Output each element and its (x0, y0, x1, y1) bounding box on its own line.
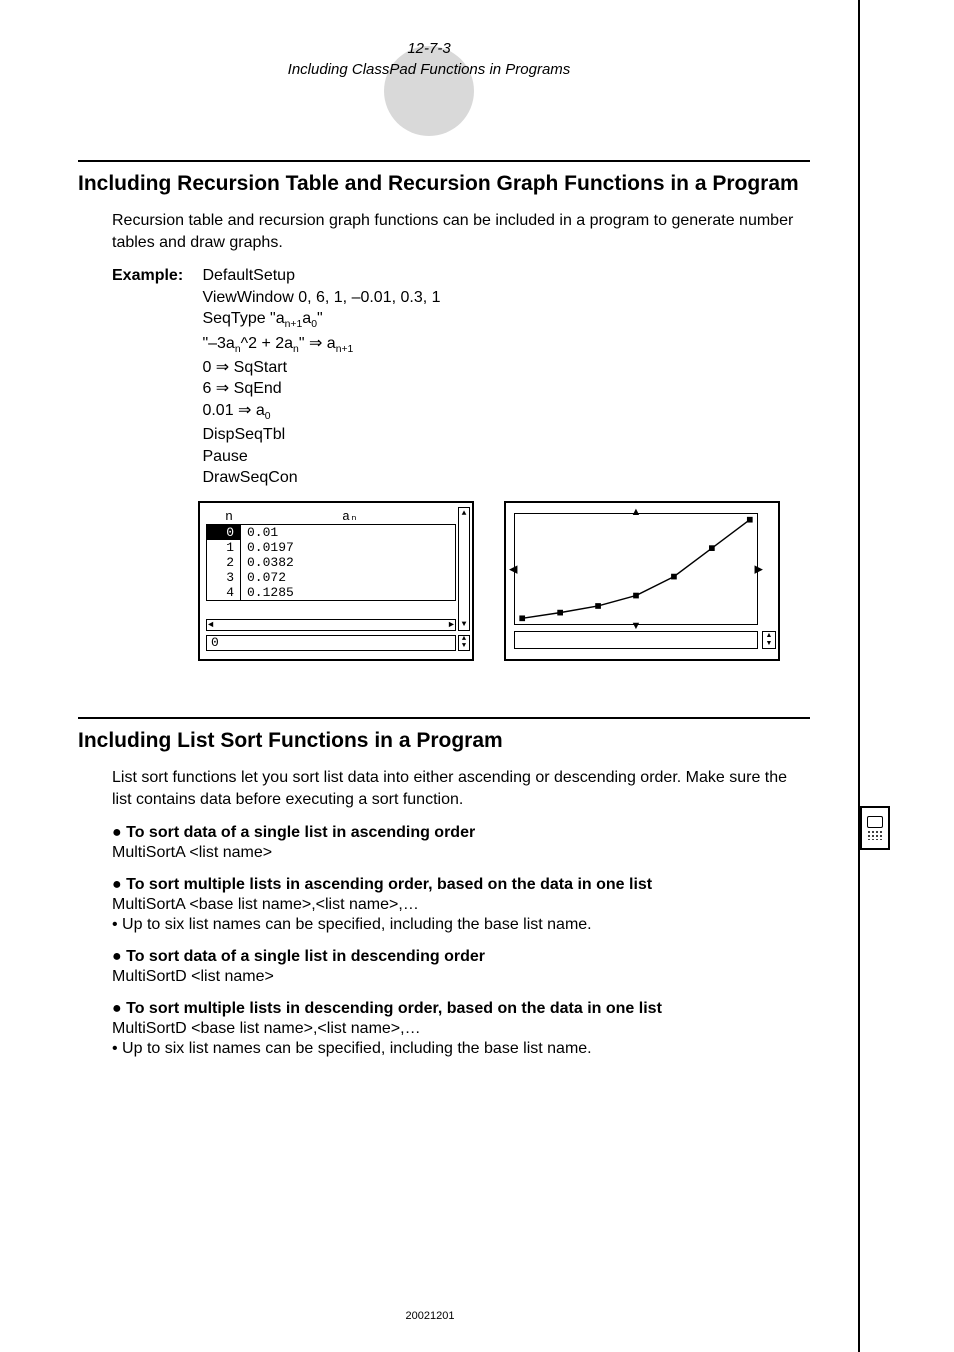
table-row[interactable]: 10.0197 (207, 540, 455, 555)
code-line: 0 ⇒ SqStart (202, 357, 440, 379)
table-row[interactable]: 20.0382 (207, 555, 455, 570)
section2-title: Including List Sort Functions in a Progr… (78, 729, 810, 753)
sort-note: Up to six list names can be specified, i… (112, 1040, 810, 1058)
divider (78, 160, 810, 162)
divider (78, 717, 810, 719)
sort-heading: To sort multiple lists in descending ord… (112, 1000, 810, 1018)
footer-code: 20021201 (0, 1310, 860, 1322)
table-header: n aₙ (206, 509, 456, 524)
example-block: Example: DefaultSetup ViewWindow 0, 6, 1… (112, 265, 810, 489)
section1-intro: Recursion table and recursion graph func… (112, 210, 810, 253)
code-line: DefaultSetup (202, 265, 440, 287)
graph-stepper[interactable]: ▲▼ (762, 631, 776, 649)
page-header: 12-7-3 Including ClassPad Functions in P… (0, 30, 858, 100)
content: Including Recursion Table and Recursion … (0, 100, 858, 1058)
graph-markers (519, 517, 752, 621)
sort-heading: To sort data of a single list in ascendi… (112, 824, 810, 842)
table-row[interactable]: 00.01 (207, 525, 455, 540)
sort-command: MultiSortA <list name> (112, 844, 810, 862)
code-line: 6 ⇒ SqEnd (202, 378, 440, 400)
sort-heading: To sort multiple lists in ascending orde… (112, 876, 810, 894)
sort-command: MultiSortD <list name> (112, 968, 810, 986)
graph-screenshot: ▲ ▼ ◀ ▶ ▲▼ (504, 501, 780, 661)
calc-keys-icon (867, 830, 883, 840)
sort-heading: To sort data of a single list in descend… (112, 948, 810, 966)
section2-intro: List sort functions let you sort list da… (112, 767, 810, 810)
table-row[interactable]: 30.072 (207, 570, 455, 585)
vscroll[interactable] (458, 507, 470, 631)
code-line: Pause (202, 446, 440, 468)
col-n: n (210, 509, 248, 524)
graph-plot: ▲ ▼ ◀ ▶ (514, 513, 758, 625)
table-body: 00.01 10.0197 20.0382 30.072 40.1285 (206, 524, 456, 601)
calc-screen-icon (867, 816, 883, 828)
code-line: SeqType "an+1a0" (202, 308, 440, 332)
graph-line (522, 520, 750, 619)
status-bar: 0 (206, 635, 456, 651)
code-line: DispSeqTbl (202, 424, 440, 446)
section2: Including List Sort Functions in a Progr… (78, 717, 810, 1058)
graph-svg (515, 514, 757, 624)
sort-command: MultiSortA <base list name>,<list name>,… (112, 896, 810, 914)
arrow-left-icon: ◀ (509, 563, 517, 576)
code-line: 0.01 ⇒ a0 (202, 400, 440, 424)
table-row[interactable]: 40.1285 (207, 585, 455, 600)
example-label: Example: (112, 265, 198, 287)
screenshots: n aₙ 00.01 10.0197 20.0382 30.072 40.128… (198, 501, 810, 661)
arrow-up-icon: ▲ (631, 506, 642, 518)
code-line: ViewWindow 0, 6, 1, –0.01, 0.3, 1 (202, 287, 440, 309)
section1-title: Including Recursion Table and Recursion … (78, 172, 810, 196)
stepper[interactable]: ▲▼ (458, 635, 470, 651)
side-calc-icon[interactable] (860, 806, 890, 850)
example-code: DefaultSetup ViewWindow 0, 6, 1, –0.01, … (202, 265, 440, 489)
hscroll[interactable] (206, 619, 456, 631)
code-line: DrawSeqCon (202, 467, 440, 489)
arrow-right-icon: ▶ (755, 563, 763, 576)
header-text: 12-7-3 Including ClassPad Functions in P… (0, 30, 858, 80)
table-screenshot: n aₙ 00.01 10.0197 20.0382 30.072 40.128… (198, 501, 474, 661)
page: 12-7-3 Including ClassPad Functions in P… (0, 0, 860, 1352)
page-subtitle: Including ClassPad Functions in Programs (0, 59, 858, 80)
graph-status (514, 631, 758, 649)
sort-note: Up to six list names can be specified, i… (112, 916, 810, 934)
col-an: aₙ (248, 509, 452, 524)
sort-command: MultiSortD <base list name>,<list name>,… (112, 1020, 810, 1038)
code-line: "–3an^2 + 2an" ⇒ an+1 (202, 333, 440, 357)
page-ref: 12-7-3 (0, 38, 858, 59)
